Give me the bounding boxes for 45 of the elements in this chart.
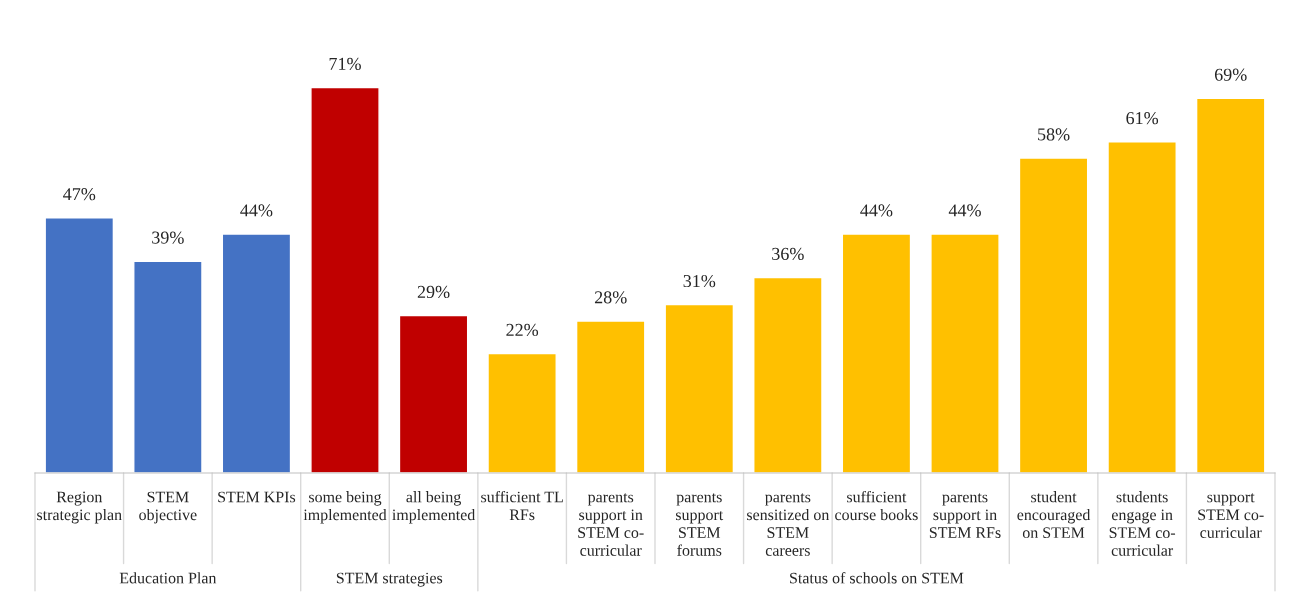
data-label: 22% [506, 323, 539, 337]
text: STEM strategies [336, 572, 443, 587]
data-label: 44% [860, 204, 893, 217]
data-label: 39% [152, 231, 184, 244]
bar [841, 233, 912, 473]
bar [753, 276, 823, 473]
x-tick-label: sufficient TL RFs [481, 490, 563, 521]
data-label: 69% [1214, 68, 1247, 81]
x-tick-label: parents support STEM forums [675, 493, 724, 556]
x-tick-label: parents support in STEM co- curricular [578, 493, 644, 556]
x-tick-label: students engage in STEM co- curricular [1109, 491, 1176, 556]
x-tick-label: support STEM co- curricular [1198, 493, 1264, 538]
x-tick-label: STEM objective [139, 491, 197, 524]
bar [664, 303, 735, 473]
bar [1107, 141, 1177, 473]
bar [575, 320, 646, 473]
data-label: 31% [683, 274, 716, 288]
x-tick-label: all being implemented [392, 491, 476, 524]
data-label: 28% [594, 291, 627, 304]
x-tick-label: STEM KPIs [218, 491, 296, 503]
text: Education Plan [119, 572, 217, 584]
data-label: 47% [63, 188, 96, 201]
x-tick-label: some being implemented [303, 491, 387, 524]
x-tick-label: Region strategic plan [37, 491, 122, 524]
bar [133, 260, 203, 473]
data-label: 71% [329, 57, 361, 70]
text: Status of schools on STEM [790, 572, 964, 584]
x-tick-label: parents sensitized on STEM careers [747, 493, 830, 556]
data-label: 29% [417, 285, 450, 299]
bar [44, 217, 115, 473]
bar [1018, 157, 1089, 473]
bar [221, 233, 292, 473]
bar [398, 314, 469, 473]
x-tick-label: parents support in STEM RFs [929, 493, 1001, 538]
data-label: 58% [1038, 128, 1070, 141]
x-tick-label: sufficient course books [835, 490, 918, 521]
bar [930, 233, 1000, 473]
bar [1195, 97, 1266, 473]
data-label: 44% [240, 204, 273, 217]
x-tick-label: student encouraged on STEM [1017, 491, 1091, 539]
bar [487, 352, 557, 473]
data-label: 36% [772, 247, 804, 261]
data-label: 61% [1126, 112, 1159, 125]
data-label: 44% [948, 204, 981, 217]
bar [310, 86, 380, 473]
